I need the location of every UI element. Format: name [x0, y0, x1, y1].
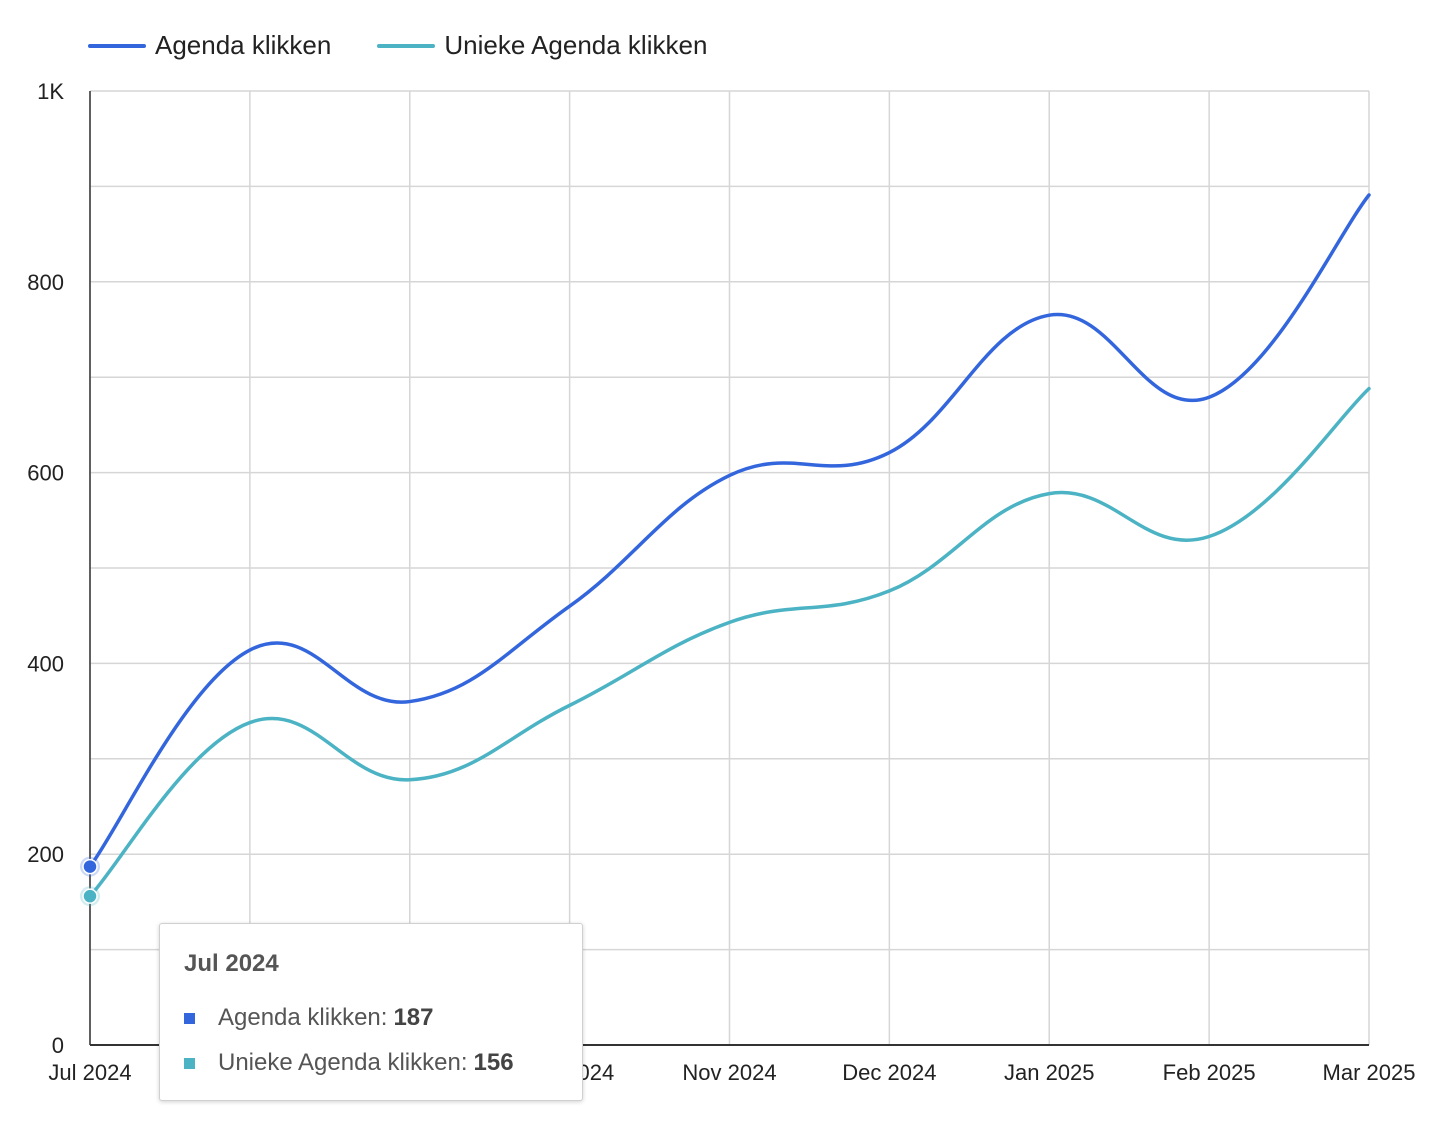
y-tick-label: 1K: [37, 79, 64, 104]
legend-swatch-unieke-agenda-klikken: [377, 43, 436, 48]
tooltip-row-agenda-klikken: Agenda klikken: 187: [184, 1004, 434, 1032]
tooltip-value: 156: [473, 1049, 514, 1076]
y-tick-label: 0: [52, 1033, 64, 1058]
chart-legend: Agenda klikken Unieke Agenda klikken: [88, 30, 753, 61]
y-tick-label: 800: [27, 270, 64, 295]
y-tick-label: 600: [27, 461, 64, 486]
legend-item-agenda-klikken[interactable]: Agenda klikken: [88, 30, 331, 61]
x-tick-label: Jul 2024: [48, 1060, 131, 1085]
y-tick-label: 200: [27, 842, 64, 867]
legend-item-unieke-agenda-klikken[interactable]: Unieke Agenda klikken: [377, 30, 707, 61]
hover-point-agenda-klikken: [82, 858, 98, 875]
tooltip-label: Agenda klikken:: [218, 1004, 388, 1031]
series-line-unieke-agenda-klikken: [88, 386, 1371, 898]
x-tick-label: Mar 2025: [1323, 1060, 1416, 1085]
chart-tooltip: Jul 2024 Agenda klikken: 187 Unieke Agen…: [159, 923, 583, 1101]
tooltip-title: Jul 2024: [184, 950, 279, 977]
tooltip-row-unieke-agenda-klikken: Unieke Agenda klikken: 156: [184, 1049, 514, 1077]
tooltip-swatch-unieke-agenda-klikken: [184, 1057, 195, 1069]
tooltip-swatch-agenda-klikken: [184, 1012, 195, 1024]
x-tick-label: Dec 2024: [842, 1060, 936, 1085]
hover-point-unieke-agenda-klikken: [82, 888, 98, 904]
x-tick-label: Nov 2024: [682, 1060, 776, 1085]
x-tick-label: Jan 2025: [1004, 1060, 1095, 1085]
tooltip-value: 187: [393, 1004, 434, 1031]
legend-label-unieke-agenda-klikken: Unieke Agenda klikken: [444, 30, 708, 60]
x-tick-label: Feb 2025: [1163, 1060, 1256, 1085]
y-tick-label: 400: [27, 651, 64, 676]
series-line-agenda-klikken: [88, 193, 1371, 869]
tooltip-label: Unieke Agenda klikken:: [218, 1049, 468, 1076]
legend-label-agenda-klikken: Agenda klikken: [155, 30, 332, 60]
legend-swatch-agenda-klikken: [88, 43, 146, 48]
